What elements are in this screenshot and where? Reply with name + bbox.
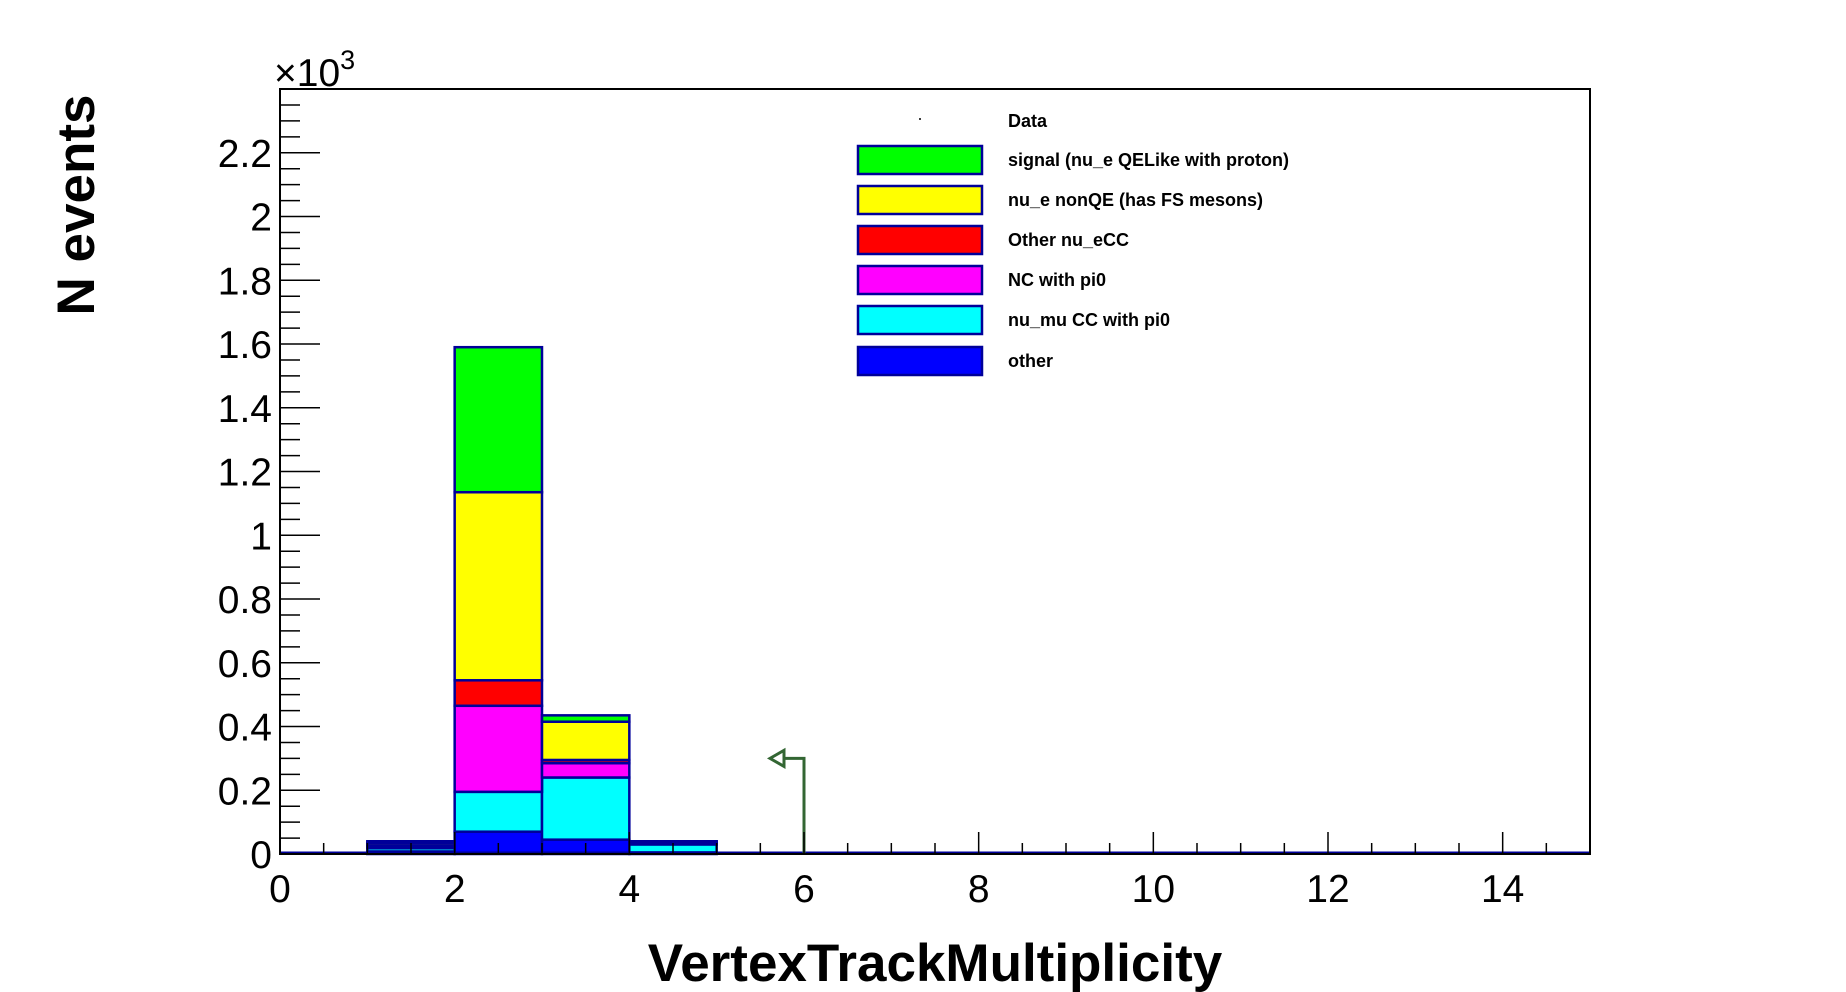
x-axis-title: VertexTrackMultiplicity [648, 934, 1223, 992]
legend-label-5: nu_mu CC with pi0 [1008, 310, 1170, 330]
y-tick-labels: 0 0.2 0.4 0.6 0.8 1 1.2 1.4 1.6 1.8 2 2.2 [218, 133, 272, 877]
bar-series-5-bin-0 [366, 840, 456, 845]
bar-series-5-bin-1 [453, 345, 544, 494]
x-tick-label: 10 [1132, 868, 1175, 911]
legend-marker-data [919, 118, 921, 120]
y-axis-title: N events [47, 95, 106, 316]
y-scale-base: ×10 [274, 52, 340, 95]
y-tick-label: 0.2 [218, 770, 272, 813]
bar-series-4-bin-1 [453, 490, 544, 682]
histogram-bars [280, 345, 1590, 856]
y-tick-label: 1.2 [218, 452, 272, 495]
x-tick-label: 0 [269, 868, 291, 911]
x-tick-label: 12 [1306, 868, 1349, 911]
y-tick-label: 0.6 [218, 643, 272, 686]
legend-label-6: other [1008, 351, 1053, 371]
y-tick-label: 1.4 [218, 388, 272, 431]
bar-series-2-bin-2 [540, 761, 631, 779]
legend-swatch-5 [856, 304, 984, 336]
y-tick-label: 1.8 [218, 260, 272, 303]
legend-swatch-3 [856, 224, 984, 256]
bar-series-1-bin-1 [453, 790, 544, 833]
bar-series-5-bin-2 [540, 714, 631, 723]
axis-ticks [279, 88, 1591, 855]
y-tick-label: 1.6 [218, 324, 272, 367]
x-tick-label: 8 [968, 868, 990, 911]
x-tick-label: 4 [618, 868, 640, 911]
legend-label-1: signal (nu_e QELike with proton) [1008, 150, 1289, 170]
x-tick-label: 6 [793, 868, 815, 911]
y-tick-label: 0.4 [218, 707, 272, 750]
bar-series-4-bin-2 [540, 720, 631, 762]
bar-series-2-bin-1 [453, 704, 544, 794]
legend-label-0: Data [1008, 111, 1048, 131]
cut-arrow [766, 747, 806, 854]
x-tick-labels: 0 2 4 6 8 10 12 14 [269, 868, 1524, 911]
x-tick-label: 14 [1481, 868, 1524, 911]
legend-label-2: nu_e nonQE (has FS mesons) [1008, 190, 1263, 210]
legend-label-4: NC with pi0 [1008, 270, 1106, 290]
x-tick-label: 2 [444, 868, 466, 911]
cut-arrow-head [766, 747, 786, 769]
y-tick-label: 0.8 [218, 579, 272, 622]
y-tick-label: 1 [250, 515, 272, 558]
legend: Data signal (nu_e QELike with proton) nu_e… [856, 111, 1289, 377]
bar-series-1-bin-2 [540, 776, 631, 841]
bar-series-3-bin-1 [453, 679, 544, 708]
y-tick-label: 2.2 [218, 133, 272, 176]
y-scale-exponent: ×103 [274, 45, 355, 95]
y-scale-power: 3 [340, 45, 355, 75]
legend-swatch-6 [856, 345, 984, 377]
legend-swatch-1 [856, 144, 984, 176]
legend-swatch-2 [856, 184, 984, 216]
y-tick-label: 0 [250, 834, 272, 877]
legend-swatch-4 [856, 264, 984, 296]
legend-label-3: Other nu_eCC [1008, 230, 1129, 250]
cut-arrow-line [782, 756, 806, 854]
y-tick-label: 2 [250, 197, 272, 240]
